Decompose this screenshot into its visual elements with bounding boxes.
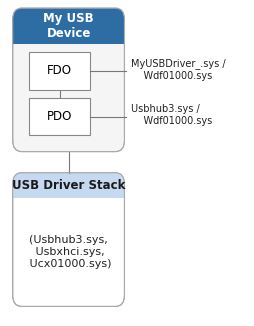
Text: (Usbhub3.sys,
 Usbxhci.sys,
 Ucx01000.sys): (Usbhub3.sys, Usbxhci.sys, Ucx01000.sys)	[26, 235, 111, 269]
FancyBboxPatch shape	[13, 173, 124, 306]
Bar	[13, 24, 124, 44]
Text: Usbhub3.sys /
    Wdf01000.sys: Usbhub3.sys / Wdf01000.sys	[131, 104, 212, 126]
Bar	[29, 52, 90, 90]
FancyBboxPatch shape	[13, 8, 124, 44]
Text: USB Driver Stack: USB Driver Stack	[12, 179, 125, 192]
FancyBboxPatch shape	[13, 173, 124, 198]
Text: FDO: FDO	[47, 65, 72, 77]
Bar	[29, 98, 90, 135]
Text: MyUSBDriver_.sys /
    Wdf01000.sys: MyUSBDriver_.sys / Wdf01000.sys	[131, 58, 226, 81]
Text: My USB
Device: My USB Device	[43, 12, 94, 40]
Text: PDO: PDO	[47, 110, 72, 123]
Bar	[13, 184, 124, 198]
FancyBboxPatch shape	[13, 8, 124, 152]
